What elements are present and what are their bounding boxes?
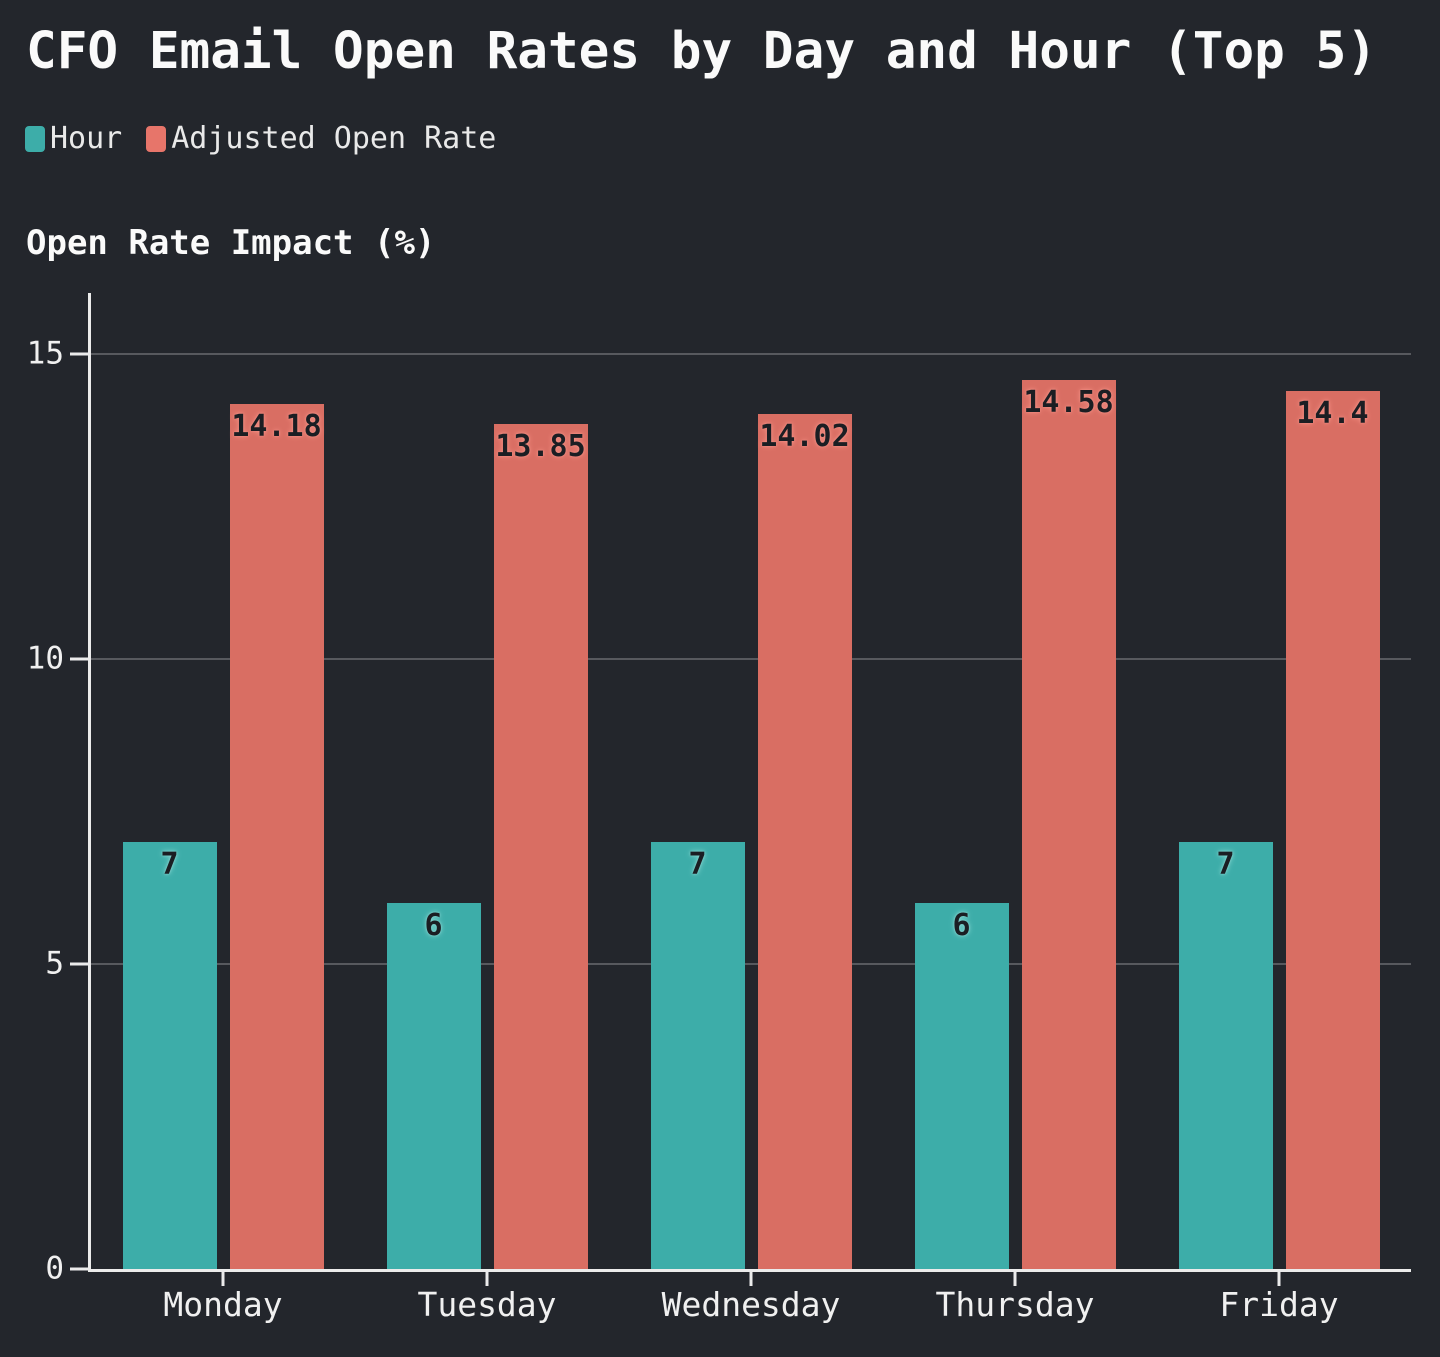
bar-groups: 7 14.18 Monday 6 13.85 Tuesday 7 14.02 Wednesday…: [91, 293, 1411, 1321]
bar-adjusted-open-rate-monday[interactable]: 14.18: [229, 404, 324, 1269]
bar-value-label: 13.85: [495, 429, 586, 465]
chart-title: CFO Email Open Rates by Day and Hour (To…: [26, 22, 1378, 81]
x-tick-label-thursday: Thursday: [935, 1285, 1095, 1324]
bar-hour-thursday[interactable]: 6: [914, 903, 1009, 1269]
bar-adjusted-open-rate-friday[interactable]: 14.4: [1285, 390, 1380, 1269]
y-tick-label-10: 10: [26, 640, 64, 677]
bar-value-label: 7: [688, 847, 707, 882]
bar-value-label: 6: [952, 908, 971, 943]
x-tick-mark-thursday: [1013, 1272, 1017, 1286]
x-tick-label-monday: Monday: [163, 1285, 283, 1324]
bar-group-wednesday: 7 14.02 Wednesday: [619, 293, 883, 1321]
gridline-10: [91, 658, 1411, 660]
bar-value-label: 6: [424, 908, 443, 943]
bar-group-tuesday: 6 13.85 Tuesday: [355, 293, 619, 1321]
y-tick-mark-5: [70, 962, 88, 966]
x-tick-mark-tuesday: [485, 1272, 489, 1286]
x-tick-label-friday: Friday: [1219, 1285, 1339, 1324]
bar-value-label: 14.58: [1023, 384, 1114, 420]
plot-area: 0 5 10 15 7 14.18 Monday 6 13.85 Tuesday 7 14.02 We…: [27, 293, 1411, 1321]
x-tick-label-tuesday: Tuesday: [417, 1285, 557, 1324]
y-axis-layer: 0 5 10 15: [27, 293, 1411, 1284]
bar-group-friday: 7 14.4 Friday: [1147, 293, 1411, 1321]
legend-swatch-icon: [25, 125, 45, 152]
bar-hour-friday[interactable]: 7: [1178, 842, 1273, 1269]
y-tick-label-0: 0: [45, 1250, 64, 1287]
bar-value-label: 7: [1216, 847, 1235, 882]
legend-item-hour[interactable]: Hour: [25, 121, 122, 156]
gridline-5: [91, 963, 1411, 965]
legend-item-label: Hour: [50, 121, 123, 156]
bar-adjusted-open-rate-tuesday[interactable]: 13.85: [493, 424, 588, 1269]
legend: Hour Adjusted Open Rate: [25, 121, 496, 156]
bar-hour-wednesday[interactable]: 7: [650, 842, 745, 1269]
bar-hour-tuesday[interactable]: 6: [386, 903, 481, 1269]
bar-value-label: 14.18: [231, 409, 322, 445]
bar-value-label: 14.02: [759, 418, 850, 454]
y-tick-label-5: 5: [45, 945, 64, 982]
bar-group-monday: 7 14.18 Monday: [91, 293, 355, 1321]
y-tick-mark-15: [70, 352, 88, 356]
y-tick-label-15: 15: [26, 335, 64, 372]
bar-value-label: 7: [160, 847, 179, 882]
x-tick-label-wednesday: Wednesday: [661, 1285, 841, 1324]
x-tick-mark-monday: [221, 1272, 225, 1286]
bar-adjusted-open-rate-thursday[interactable]: 14.58: [1021, 379, 1116, 1269]
legend-swatch-icon: [146, 125, 167, 152]
y-tick-mark-10: [70, 657, 88, 661]
legend-item-adjusted-open-rate[interactable]: Adjusted Open Rate: [146, 121, 496, 156]
bar-hour-monday[interactable]: 7: [122, 842, 217, 1269]
gridline-15: [91, 353, 1411, 355]
legend-item-label: Adjusted Open Rate: [171, 121, 497, 156]
y-axis-title: Open Rate Impact (%): [26, 223, 436, 263]
y-tick-mark-0: [70, 1267, 88, 1271]
bar-value-label: 14.4: [1296, 395, 1369, 431]
x-tick-mark-friday: [1277, 1272, 1281, 1286]
bar-adjusted-open-rate-wednesday[interactable]: 14.02: [757, 413, 852, 1269]
bar-group-thursday: 6 14.58 Thursday: [883, 293, 1147, 1321]
x-tick-mark-wednesday: [749, 1272, 753, 1286]
